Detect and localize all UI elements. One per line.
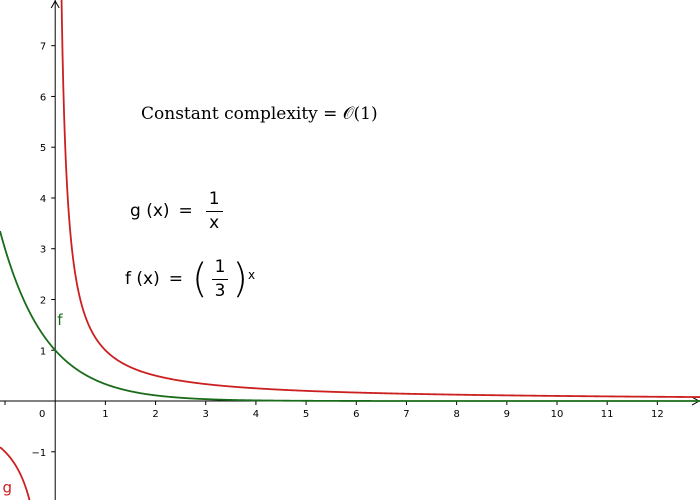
x-tick-label: 11: [601, 409, 614, 420]
label-f: f: [57, 311, 63, 329]
x-tick-label: 0: [39, 409, 45, 420]
y-tick-label: 6: [40, 92, 46, 103]
f-formula-close-paren: ): [232, 256, 249, 303]
g-formula-denominator: x: [209, 212, 220, 233]
y-tick-label: 4: [40, 194, 46, 205]
f-formula-exponent: x: [248, 268, 256, 283]
x-tick-label: 3: [203, 409, 209, 420]
y-tick-label: −1: [31, 448, 46, 459]
g-formula-equals: =: [178, 201, 193, 222]
y-axis-arrow: [50, 0, 60, 9]
complexity-annotation: Constant complexity = 𝒪(1): [141, 104, 378, 124]
f-formula-fraction: 1 3: [211, 258, 229, 301]
x-tick-label: 1: [102, 409, 108, 420]
y-tick-label: 2: [40, 295, 46, 306]
series-g-left-branch: [0, 446, 31, 500]
x-tick-label: 12: [651, 409, 664, 420]
x-tick-label: 5: [303, 409, 309, 420]
series-g-right-branch: [60, 0, 700, 398]
series-f-curve: [0, 230, 700, 402]
g-formula-fraction: 1 x: [205, 190, 223, 233]
f-formula-denominator: 3: [214, 280, 226, 301]
f-formula-equals: =: [168, 269, 183, 290]
y-tick-label: 5: [40, 143, 46, 154]
f-formula: f (x) = ( 1 3 ) x: [125, 258, 255, 300]
f-formula-numerator: 1: [211, 258, 229, 280]
x-tick-label: 7: [403, 409, 409, 420]
curve-labels: fg: [3, 311, 64, 497]
f-formula-open-paren: (: [191, 256, 208, 303]
x-tick-label: 8: [453, 409, 459, 420]
f-formula-lhs: f (x): [125, 269, 160, 290]
g-formula-numerator: 1: [205, 190, 223, 212]
y-tick-label: 7: [40, 42, 46, 53]
x-tick-label: 6: [353, 409, 359, 420]
x-tick-label: 4: [253, 409, 259, 420]
x-tick-label: 2: [152, 409, 158, 420]
g-formula: g (x) = 1 x: [130, 190, 227, 232]
y-tick-label: 1: [40, 346, 46, 357]
x-tick-label: 9: [504, 409, 510, 420]
x-tick-label: 10: [551, 409, 564, 420]
label-g: g: [3, 478, 13, 496]
y-tick-label: 3: [40, 245, 46, 256]
g-formula-lhs: g (x): [130, 201, 170, 222]
